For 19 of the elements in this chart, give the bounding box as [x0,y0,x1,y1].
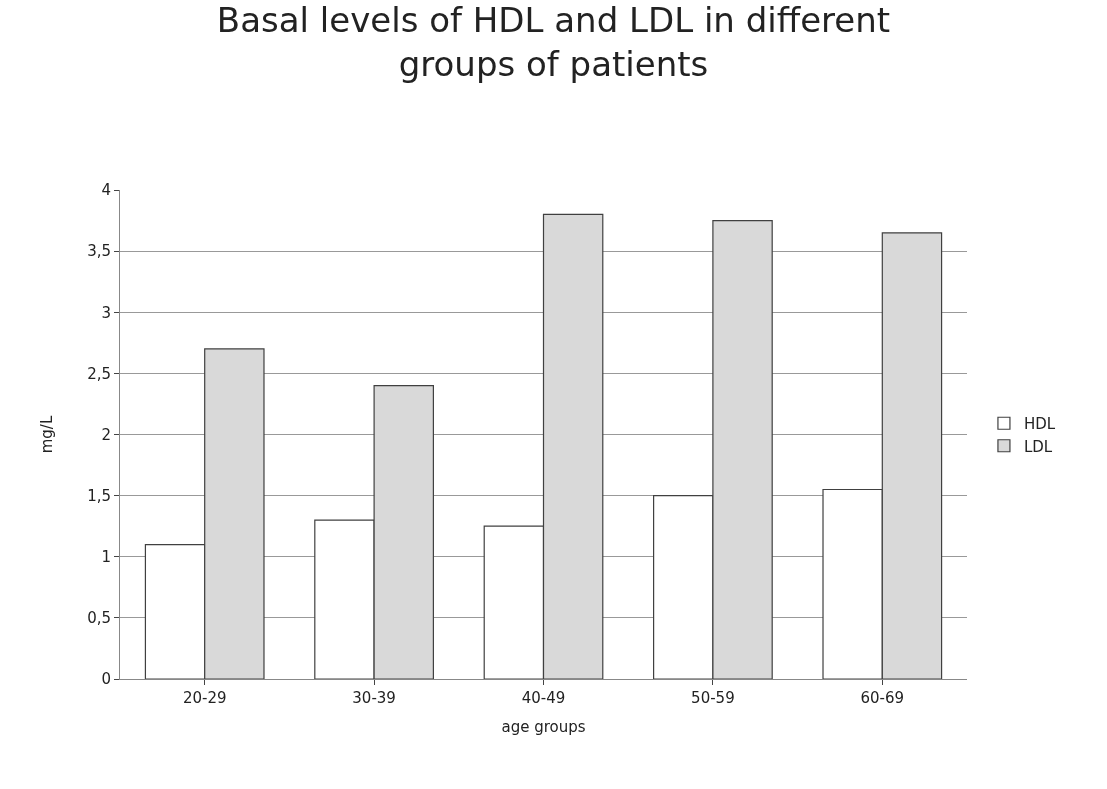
legend-label: LDL [1023,437,1053,456]
legend-label: HDL [1023,415,1056,434]
y-tick-label: 2,5 [87,364,111,383]
y-axis-title: mg/L [38,415,57,454]
x-axis-title: age groups [501,718,586,736]
x-tick-label: 50-59 [691,689,735,707]
y-tick-label: 2 [101,425,111,444]
x-tick-label: 40-49 [521,689,566,707]
chart-title: Basal levels of HDL and LDL in different groups of patients [216,0,891,84]
x-tick-label: 60-69 [860,689,905,707]
y-tick-label: 3 [101,303,111,322]
x-tick-label: 20-29 [182,689,227,707]
y-tick-label: 1 [101,548,111,566]
y-tick-label: 0 [101,670,111,689]
y-tick-label: 1,5 [87,486,111,505]
x-tick-label: 30-39 [352,689,396,707]
y-tick-label: 3,5 [87,242,111,261]
y-tick-label: 4 [101,181,111,200]
y-tick-label: 0,5 [87,609,111,628]
